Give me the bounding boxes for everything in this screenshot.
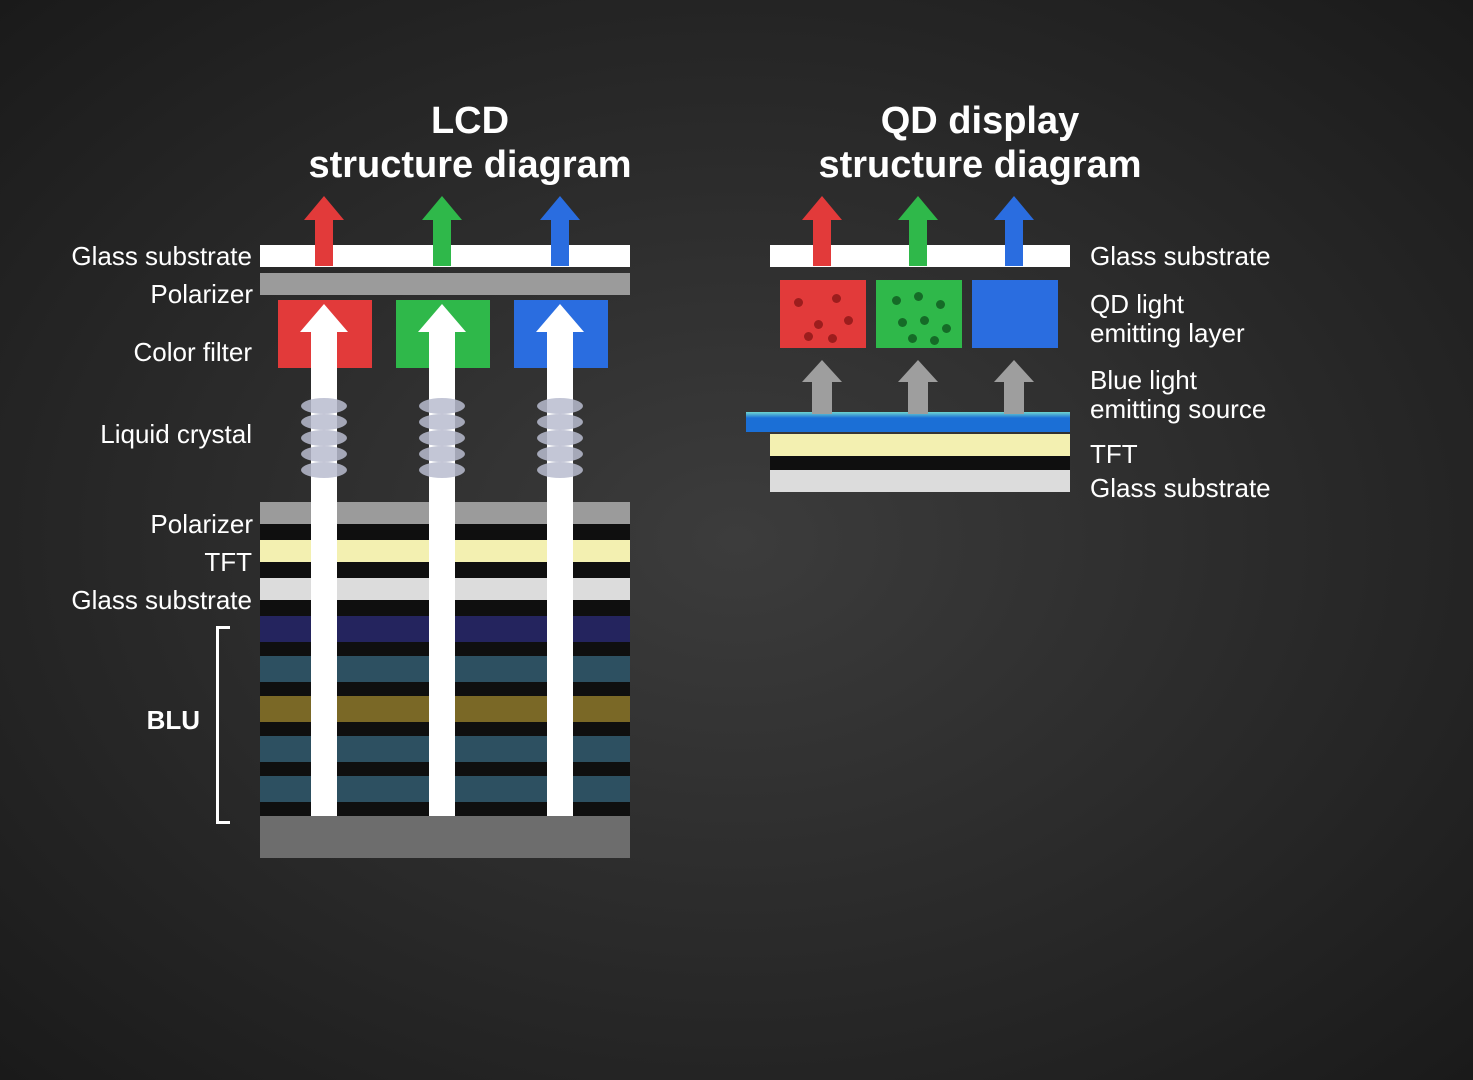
qd-gray-head-2 [898,360,938,382]
lcd-rgb-head-g [422,196,462,220]
lcd-blu-bracket [216,626,230,824]
lcd-rgb-shaft-g [433,218,451,266]
qd-rgb-head-g [898,196,938,220]
lcd-white-head-3 [536,304,584,332]
diagram-canvas: LCD structure diagram QD display structu… [0,0,1473,1080]
lcd-label-color-filter: Color filter [100,338,252,367]
liquid-crystal-ellipse [301,398,347,414]
qd-title: QD display structure diagram [770,100,1190,187]
qd-label-blue-source: Blue light emitting source [1090,366,1370,423]
liquid-crystal-ellipse [537,398,583,414]
lcd-label-tft: TFT [200,548,252,577]
qd-gray-shaft-2 [908,380,928,414]
qd-glass-bot [770,470,1070,492]
qd-dot [814,320,823,329]
liquid-crystal-ellipse [537,414,583,430]
qd-dot [844,316,853,325]
qd-dot [908,334,917,343]
lcd-rgb-head-r [304,196,344,220]
qd-box-green [876,280,962,348]
qd-dot [804,332,813,341]
qd-dot [936,300,945,309]
lcd-label-blu: BLU [130,706,200,735]
qd-rgb-shaft-b [1005,218,1023,266]
qd-label-glass-bot: Glass substrate [1090,474,1350,503]
qd-box-red [780,280,866,348]
liquid-crystal-ellipse [301,430,347,446]
qd-dot [920,316,929,325]
qd-box-blue [972,280,1058,348]
liquid-crystal-ellipse [537,446,583,462]
lcd-label-glass-top: Glass substrate [56,242,252,271]
qd-label-tft: TFT [1090,440,1190,469]
lcd-label-liquid-crystal: Liquid crystal [76,420,252,449]
qd-dot [930,336,939,345]
lcd-white-head-2 [418,304,466,332]
qd-tft [770,434,1070,456]
qd-rgb-shaft-g [909,218,927,266]
liquid-crystal-ellipse [419,446,465,462]
lcd-white-head-1 [300,304,348,332]
liquid-crystal-ellipse [301,446,347,462]
liquid-crystal-ellipse [301,462,347,478]
liquid-crystal-ellipse [537,462,583,478]
qd-dot [898,318,907,327]
qd-rgb-shaft-r [813,218,831,266]
qd-dot [942,324,951,333]
qd-gray-shaft-1 [812,380,832,414]
liquid-crystal-ellipse [301,414,347,430]
lcd-label-glass-bot: Glass substrate [56,586,252,615]
liquid-crystal-ellipse [419,398,465,414]
liquid-crystal-ellipse [419,414,465,430]
qd-rgb-head-r [802,196,842,220]
qd-dot [892,296,901,305]
lcd-polarizer-top [260,273,630,295]
qd-dot [914,292,923,301]
lcd-blu-base [260,816,630,858]
lcd-rgb-shaft-b [551,218,569,266]
qd-rgb-head-b [994,196,1034,220]
qd-gray-shaft-3 [1004,380,1024,414]
qd-dot [828,334,837,343]
qd-blue-source [746,418,1070,432]
qd-label-qd-layer: QD light emitting layer [1090,290,1350,347]
liquid-crystal-ellipse [419,462,465,478]
qd-label-glass-top: Glass substrate [1090,242,1350,271]
qd-dot [832,294,841,303]
qd-gap [770,456,1070,470]
lcd-label-polarizer-top: Polarizer [125,280,253,309]
qd-gray-head-1 [802,360,842,382]
lcd-title: LCD structure diagram [260,100,680,187]
qd-gray-head-3 [994,360,1034,382]
liquid-crystal-ellipse [537,430,583,446]
lcd-rgb-shaft-r [315,218,333,266]
qd-dot [794,298,803,307]
lcd-label-polarizer-bot: Polarizer [125,510,253,539]
lcd-rgb-head-b [540,196,580,220]
liquid-crystal-ellipse [419,430,465,446]
